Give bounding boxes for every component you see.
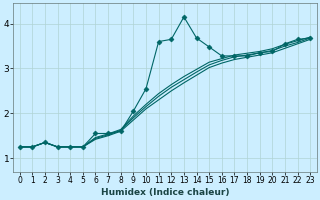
X-axis label: Humidex (Indice chaleur): Humidex (Indice chaleur) — [101, 188, 229, 197]
